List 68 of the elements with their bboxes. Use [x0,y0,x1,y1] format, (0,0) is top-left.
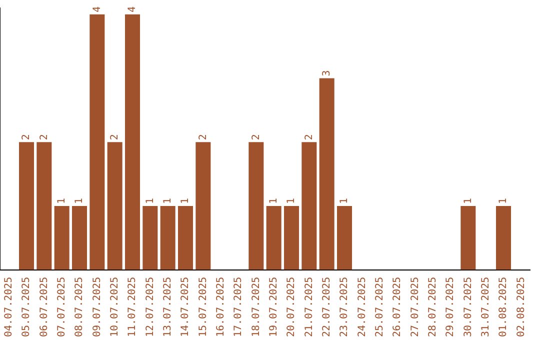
bar [142,206,158,270]
bar [319,78,334,270]
bar [107,142,122,270]
x-tick-label: 27.07.2025 [410,276,421,338]
data-label: 1 [498,198,510,204]
x-tick-label: 21.07.2025 [304,276,315,338]
x-tick-label: 24.07.2025 [356,276,368,338]
x-tick-label: 28.07.2025 [427,276,438,338]
data-label: 1 [339,198,350,204]
x-tick-label: 22.07.2025 [321,276,332,338]
x-tick-label: 14.07.2025 [180,276,192,338]
bar [178,206,194,270]
data-label: 2 [304,134,315,140]
x-tick-label: 06.07.2025 [38,276,50,338]
x-tick-label: 26.07.2025 [392,276,404,338]
data-label: 1 [144,198,156,204]
bar [90,14,105,270]
bar [284,206,300,270]
data-label: 1 [286,198,298,204]
x-tick-label: 31.07.2025 [480,276,492,338]
x-tick-label: 11.07.2025 [127,276,138,338]
x-tick-label: 02.08.2025 [516,276,527,338]
data-label: 4 [127,6,138,12]
x-tick-label: 18.07.2025 [250,276,262,338]
x-tick-label: 12.07.2025 [144,276,156,338]
data-label: 1 [180,198,192,204]
data-label: 1 [74,198,86,204]
bar [124,14,140,270]
bar [248,142,264,270]
data-label: 1 [268,198,280,204]
x-tick-label: 01.08.2025 [498,276,510,338]
bar [302,142,317,270]
x-tick-label: 08.07.2025 [74,276,86,338]
data-label: 1 [162,198,174,204]
bar [496,206,512,270]
x-tick-label: 30.07.2025 [462,276,474,338]
x-tick-label: 16.07.2025 [215,276,226,338]
data-label: 2 [109,134,120,140]
bar [18,142,34,270]
x-tick-label: 23.07.2025 [339,276,350,338]
bar [336,206,352,270]
x-tick-label: 05.07.2025 [21,276,32,338]
x-tick-label: 04.07.2025 [3,276,14,338]
data-label: 2 [38,134,50,140]
data-label: 1 [56,198,68,204]
bar [54,206,70,270]
x-tick-label: 09.07.2025 [92,276,103,338]
bar [460,206,476,270]
bar [36,142,52,270]
bar [72,206,88,270]
data-label: 4 [92,6,103,12]
x-tick-label: 29.07.2025 [445,276,456,338]
bar [266,206,282,270]
x-tick-label: 10.07.2025 [109,276,120,338]
data-label: 2 [250,134,262,140]
data-label: 2 [21,134,32,140]
x-tick-label: 13.07.2025 [162,276,174,338]
bar [196,142,211,270]
x-tick-label: 20.07.2025 [286,276,298,338]
x-tick-label: 15.07.2025 [198,276,209,338]
x-tick-label: 17.07.2025 [233,276,244,338]
data-label: 1 [462,198,474,204]
x-tick-label: 07.07.2025 [56,276,68,338]
data-label: 2 [198,134,209,140]
x-tick-label: 25.07.2025 [374,276,386,338]
bar [160,206,176,270]
data-label: 3 [321,70,332,76]
x-tick-label: 19.07.2025 [268,276,280,338]
